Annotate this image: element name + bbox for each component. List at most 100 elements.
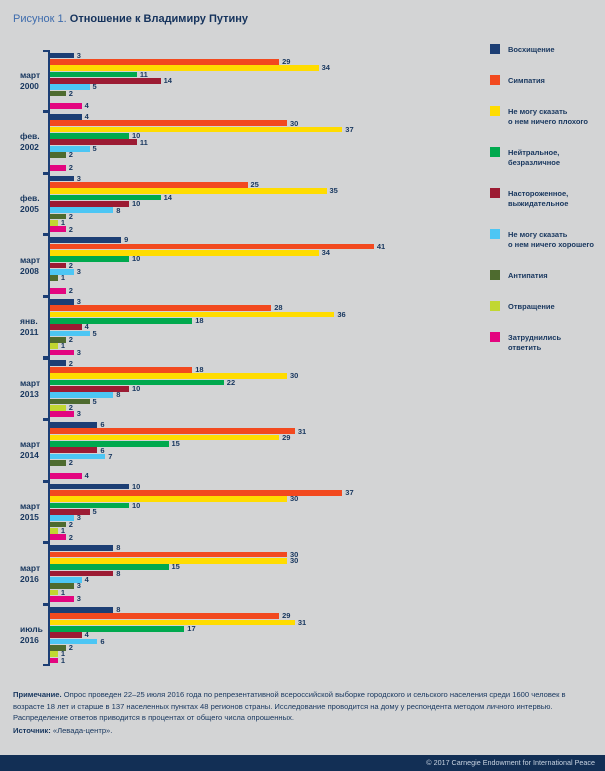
bar-row: 8 (50, 568, 480, 578)
bar-group: 3 25 35 14 10 8 2 1 2 (43, 173, 480, 235)
bar (50, 145, 90, 152)
legend-label: Нейтральное, безразличное (508, 148, 561, 167)
bar-value-label: 1 (60, 587, 66, 597)
bar (50, 305, 272, 311)
bar (50, 447, 98, 454)
bar-row: 10 (50, 483, 480, 490)
bar-group: 6 31 29 15 6 7 2 4 (43, 419, 480, 482)
bar-group: 8 29 31 17 4 6 2 1 1 (43, 604, 480, 666)
bar (50, 201, 129, 207)
bar (50, 515, 74, 522)
bar (50, 379, 224, 386)
category-label: март 2000 (20, 69, 41, 91)
note-text: Опрос проведен 22–25 июля 2016 года по р… (13, 690, 566, 722)
bar (50, 65, 319, 71)
bar-row: 5 (50, 82, 480, 92)
bar-value-label: 5 (92, 507, 97, 517)
bar (50, 152, 66, 158)
category-label: март 2008 (20, 254, 41, 276)
bar (50, 256, 129, 263)
category-group: март 2013 2 18 30 22 10 8 5 2 3 (0, 357, 480, 420)
legend-item: Не могу сказать о нем ничего плохого (490, 106, 602, 127)
bar-group: 10 37 30 10 5 3 2 1 2 (43, 481, 480, 543)
bar (50, 175, 74, 182)
bar-row: 1 (50, 341, 480, 351)
bar (50, 534, 66, 541)
bar-value-label: 6 (100, 420, 105, 430)
legend-swatch (490, 106, 500, 116)
bar (50, 269, 74, 275)
bar-value-label: 2 (68, 643, 73, 653)
bar-value-label: 29 (282, 611, 291, 621)
legend-item: Симпатия (490, 75, 602, 86)
bar-row: 10 (50, 132, 480, 139)
category-group: фев. 2002 4 30 37 10 11 5 2 2 (0, 111, 480, 174)
bar-row: 30 (50, 372, 480, 379)
bar-value-label: 8 (116, 390, 121, 400)
bar (50, 638, 98, 645)
bar-value-label: 5 (92, 328, 97, 338)
bar-row: 1 (50, 218, 480, 228)
bar-value-label: 10 (132, 254, 141, 264)
bar (50, 52, 74, 59)
category-label: фев. 2005 (20, 192, 40, 214)
bar (50, 502, 129, 509)
bar (50, 528, 58, 534)
bar-row: 15 (50, 440, 480, 447)
bar (50, 509, 90, 515)
bar-value-label: 18 (195, 316, 204, 326)
bar-row: 29 (50, 434, 480, 441)
bar-row: 14 (50, 75, 480, 85)
bar (50, 330, 90, 337)
bar-row: 6 (50, 638, 480, 645)
category-group: янв. 2011 3 28 36 18 4 5 2 1 3 (0, 296, 480, 358)
bar (50, 103, 82, 109)
bar-row: 15 (50, 563, 480, 570)
bar-value-label: 30 (290, 556, 299, 566)
bar-value-label: 18 (195, 364, 204, 374)
bar-row: 1 (50, 650, 480, 657)
bar-row: 2 (50, 521, 480, 528)
bar-row: 31 (50, 428, 480, 435)
bar-value-label: 5 (92, 82, 97, 92)
bar-value-label: 10 (132, 199, 141, 209)
bar-group: 2 18 30 22 10 8 5 2 3 (43, 357, 480, 420)
bar-value-label: 2 (68, 458, 73, 468)
source-paragraph: Источник: «Левада-центр». (13, 725, 593, 737)
bar (50, 226, 66, 233)
category-group: март 2008 9 41 34 10 2 3 1 2 (0, 234, 480, 297)
legend-label: Затруднились ответить (508, 333, 562, 352)
legend-label: Симпатия (508, 76, 545, 85)
bar (50, 583, 74, 590)
bar-row: 37 (50, 126, 480, 133)
source-text: «Левада-центр». (52, 725, 113, 735)
bar (50, 182, 248, 188)
bar (50, 194, 161, 201)
bar (50, 349, 74, 356)
bar-value-label: 1 (60, 341, 66, 351)
bar-row: 10 (50, 500, 480, 510)
category-label: март 2014 (20, 439, 41, 461)
bar-value-label: 9 (124, 235, 129, 245)
legend-label: Отвращение (508, 302, 555, 311)
bar-value-label: 3 (76, 50, 81, 60)
bar (50, 71, 137, 78)
bar-value-label: 8 (116, 568, 121, 578)
category-label: март 2013 (20, 377, 41, 399)
bar-value-label: 30 (290, 549, 299, 559)
bar-row: 10 (50, 199, 480, 209)
bar-value-label: 1 (60, 218, 66, 228)
category-group: фев. 2005 3 25 35 14 10 8 2 1 2 (0, 173, 480, 235)
bar-value-label: 10 (132, 500, 141, 510)
bar (50, 336, 66, 343)
category-group: март 2014 6 31 29 15 6 7 2 4 (0, 419, 480, 482)
bar-value-label: 14 (163, 75, 172, 85)
bar (50, 460, 66, 466)
legend-swatch (490, 75, 500, 85)
bar-row: 11 (50, 71, 480, 78)
bar (50, 90, 66, 97)
bar (50, 311, 335, 318)
bar (50, 120, 287, 127)
bar-value-label: 1 (60, 526, 66, 536)
